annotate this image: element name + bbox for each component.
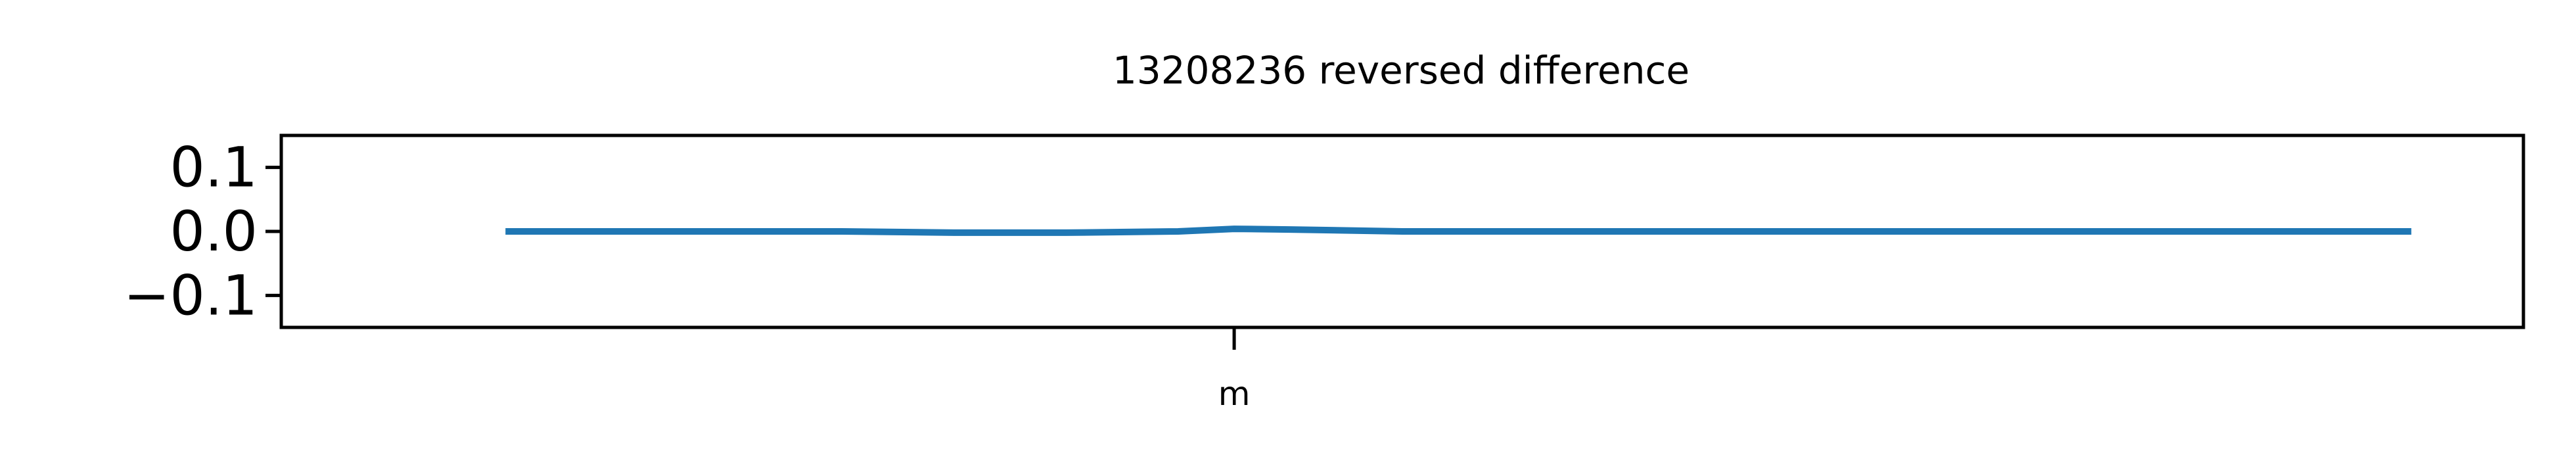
y-tick-label: −0.1 [124, 263, 258, 327]
x-tick-label: m [1218, 375, 1251, 413]
y-tick-label: 0.0 [170, 199, 258, 264]
plot-frame [279, 133, 2525, 329]
y-axis: −0.10.00.1 [124, 135, 281, 327]
x-axis: m [1218, 327, 1251, 413]
chart-title: 13208236 reversed difference [1113, 48, 1690, 93]
y-tick-label: 0.1 [170, 135, 258, 200]
series-line [505, 225, 2412, 236]
